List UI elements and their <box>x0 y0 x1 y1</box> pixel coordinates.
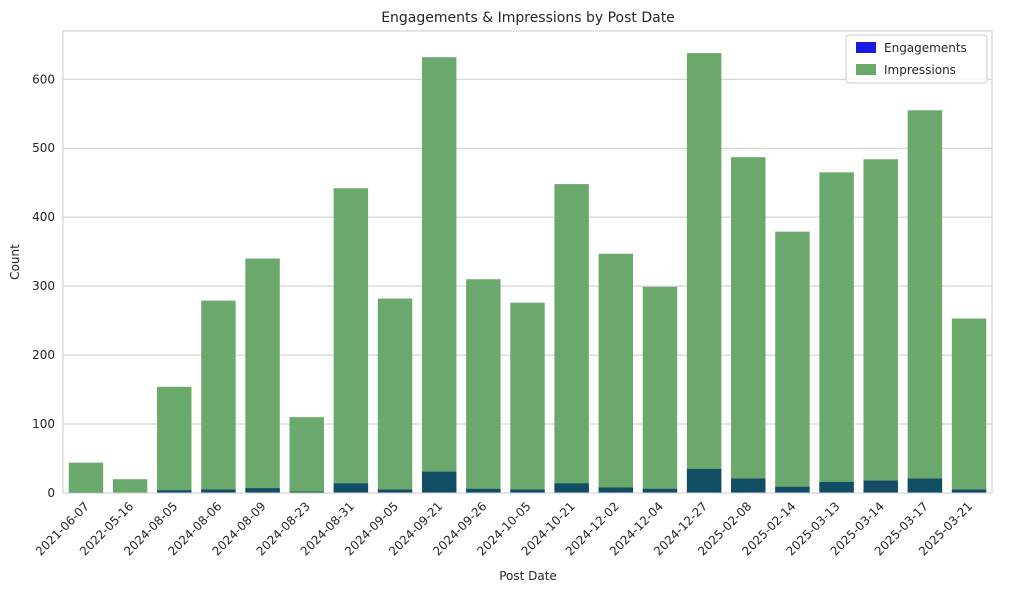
engagements-bar <box>819 481 854 493</box>
engagements-bar <box>510 489 545 493</box>
impressions-bar <box>157 386 192 493</box>
engagements-bar <box>686 468 722 493</box>
impressions-bar <box>642 286 678 493</box>
bars <box>68 53 987 494</box>
engagements-bar <box>863 480 898 493</box>
legend-label-engagements: Engagements <box>884 41 967 55</box>
engagements-bar <box>554 483 589 493</box>
impressions-bar <box>819 172 854 493</box>
engagements-bar <box>598 487 634 493</box>
x-axis-title: Post Date <box>499 569 557 583</box>
impressions-bar <box>554 184 589 493</box>
engagements-bar <box>157 490 192 493</box>
engagements-bar <box>421 471 457 493</box>
y-ticks: 0 100 200 300 400 500 600 <box>32 72 55 500</box>
legend: Engagements Impressions <box>845 34 988 84</box>
impressions-bar <box>377 298 413 493</box>
impressions-bar <box>510 302 545 493</box>
legend-swatch-engagements <box>856 42 876 53</box>
legend-swatch-impressions <box>856 64 876 75</box>
engagements-bar <box>907 478 943 493</box>
impressions-bar <box>68 462 104 493</box>
engagements-bar <box>289 491 324 493</box>
chart-title: Engagements & Impressions by Post Date <box>381 10 675 26</box>
y-tick-label: 100 <box>32 417 55 431</box>
impressions-bar <box>289 417 324 493</box>
impressions-bar <box>201 300 236 493</box>
y-tick-label: 600 <box>32 72 55 86</box>
impressions-bar <box>112 479 148 493</box>
legend-label-impressions: Impressions <box>884 63 956 77</box>
legend-box <box>845 34 988 84</box>
engagements-bar <box>466 488 501 493</box>
impressions-bar <box>731 157 766 494</box>
engagements-bar <box>245 488 280 493</box>
plot-frame <box>62 30 993 494</box>
impressions-bar <box>775 231 810 493</box>
impressions-bar <box>245 258 280 493</box>
impressions-bar <box>421 57 457 494</box>
engagements-bar <box>201 489 236 493</box>
y-tick-label: 400 <box>32 210 55 224</box>
y-tick-label: 500 <box>32 141 55 155</box>
impressions-bar <box>686 53 722 493</box>
y-tick-label: 300 <box>32 279 55 293</box>
y-tick-label: 200 <box>32 348 55 362</box>
engagements-bar <box>731 478 766 493</box>
engagements-bar <box>951 489 987 493</box>
engagements-bar <box>333 483 369 493</box>
impressions-bar <box>598 253 634 493</box>
impressions-bar <box>863 159 898 493</box>
impressions-bar <box>907 110 943 493</box>
engagements-bar <box>377 489 413 493</box>
engagements-bar <box>775 486 810 493</box>
y-axis-title: Count <box>8 244 22 280</box>
impressions-bar <box>333 188 369 494</box>
impressions-bar <box>466 279 501 493</box>
y-tick-label: 0 <box>47 486 55 500</box>
impressions-bar <box>951 318 987 493</box>
engagements-bar <box>642 488 678 493</box>
